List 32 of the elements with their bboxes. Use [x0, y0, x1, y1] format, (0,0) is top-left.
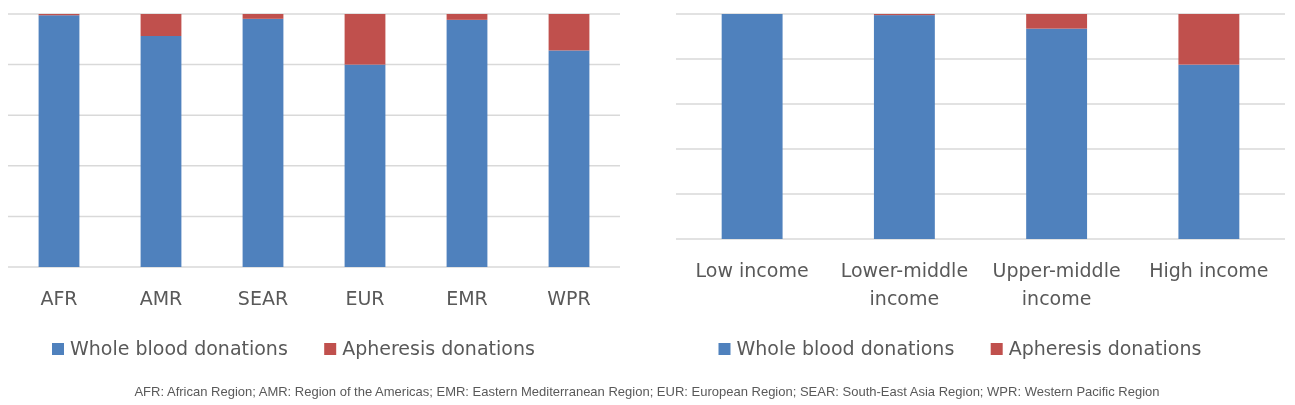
- bar: [446, 14, 488, 20]
- bar: [38, 15, 80, 267]
- legend-label: Whole blood donations: [736, 337, 955, 359]
- x-tick-label: Upper-middle income: [992, 259, 1121, 309]
- bar: [140, 36, 182, 267]
- x-tick-label: EUR: [345, 287, 385, 309]
- x-tick-label: EMR: [446, 287, 488, 309]
- bar: [721, 14, 783, 239]
- bar: [1026, 14, 1088, 29]
- text: AFR: African Region; AMR: Region of the Americas; EMR: Eastern Mediterranean Region; EUR: European Region; SEAR: South-East Asia Region; WPR: Western Pacific Region: [134, 384, 1160, 399]
- bar: [446, 19, 488, 267]
- x-tick-label: AFR: [40, 287, 78, 309]
- x-tick-label: AMR: [139, 287, 183, 309]
- bar: [1026, 28, 1088, 239]
- bar: [140, 14, 182, 37]
- bar: [242, 14, 284, 19]
- bar: [873, 15, 935, 239]
- bar: [548, 50, 590, 267]
- bar: [242, 18, 284, 267]
- x-tick-label: High income: [1149, 259, 1269, 281]
- bar: [1178, 14, 1240, 65]
- x-tick-label: Lower-middle income: [840, 259, 969, 309]
- bar: [344, 14, 386, 65]
- x-tick-label: WPR: [547, 287, 591, 309]
- x-tick-label: Low income: [695, 259, 809, 281]
- bar: [344, 64, 386, 267]
- legend-label: Whole blood donations: [70, 337, 288, 359]
- x-tick-label: SEAR: [237, 287, 289, 309]
- bar: [548, 14, 590, 51]
- legend-label: Apheresis donations: [1008, 337, 1202, 359]
- bar: [1178, 64, 1240, 239]
- legend-label: Apheresis donations: [342, 337, 535, 359]
